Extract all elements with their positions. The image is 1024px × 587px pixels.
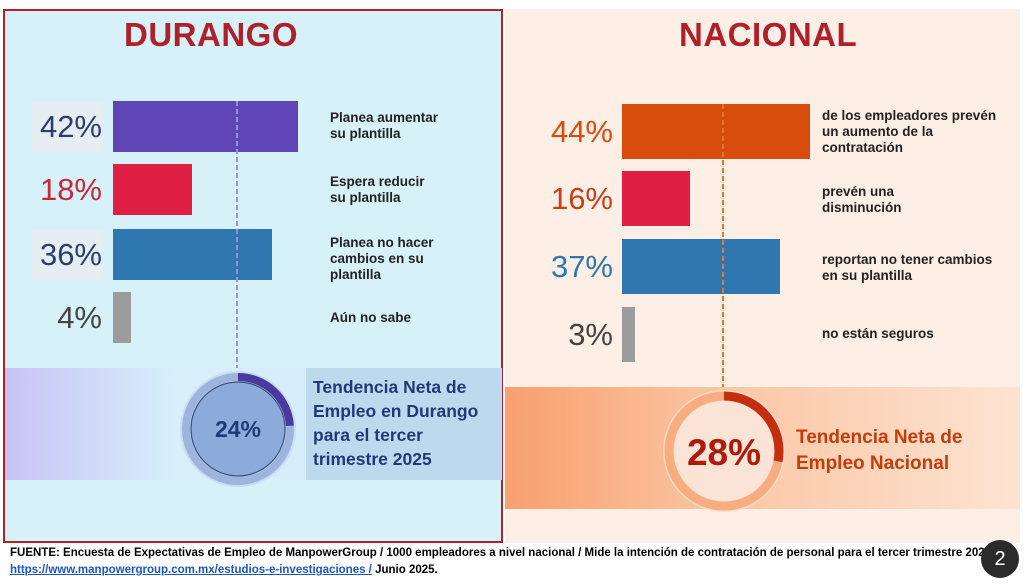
durango-trend-line: trimestre 2025 — [313, 449, 432, 469]
nacional-trend-gauge: 28% — [663, 390, 785, 512]
durango-bar — [113, 101, 298, 152]
nacional-gauge-inner — [674, 401, 774, 501]
nacional-guide-line — [722, 104, 724, 394]
footer-source: FUENTE: Encuesta de Expectativas de Empl… — [10, 547, 992, 559]
footer-link[interactable]: https://www.manpowergroup.com.mx/estudio… — [10, 564, 372, 576]
durango-bar-label-line: Planea aumentar — [330, 110, 439, 125]
durango-bar-label-line: Espera reducir — [330, 174, 425, 189]
durango-trend-text: Tendencia Neta de Empleo en Durango para… — [313, 375, 478, 471]
durango-pct-box — [32, 102, 103, 152]
nacional-pct-label: 44% — [550, 113, 613, 149]
durango-gauge-inner — [190, 381, 286, 477]
durango-bar-label: Planea aumentar su plantilla — [330, 110, 438, 142]
durango-trend-value: 24% — [215, 416, 261, 442]
nacional-bar-label: no están seguros — [822, 326, 934, 342]
durango-trend-line: Tendencia Neta de — [313, 377, 467, 397]
durango-bar-label: Espera reducir su plantilla — [330, 174, 425, 206]
nacional-bar-label-line: no están seguros — [822, 326, 934, 341]
durango-bar-label-line: Aún no sabe — [330, 310, 412, 325]
durango-pct-label: 36% — [39, 236, 102, 272]
nacional-pct-label: 37% — [550, 248, 613, 284]
durango-bar-label-line: plantilla — [330, 267, 382, 282]
durango-gauge-arc — [237, 373, 294, 427]
durango-pct-box — [32, 230, 103, 280]
nacional-bar-label-line: disminución — [822, 200, 902, 215]
nacional-trend-line: Tendencia Neta de — [796, 427, 963, 448]
nacional-bar-label: prevén una disminución — [822, 184, 902, 216]
durango-bar — [113, 229, 272, 280]
nacional-bar-label-line: contratación — [822, 140, 904, 155]
nacional-gauge-arc — [723, 391, 784, 463]
nacional-bar — [622, 171, 691, 226]
durango-trend-gauge: 24% — [180, 371, 296, 487]
nacional-bar — [622, 239, 781, 294]
nacional-bar-label: de los empleadores prevén un aumento de l… — [822, 108, 996, 156]
nacional-trend-value: 28% — [687, 432, 761, 473]
durango-bar-label-line: cambios en su — [330, 251, 424, 266]
nacional-bar — [622, 307, 635, 362]
nacional-bar-label-line: en su plantilla — [822, 268, 913, 283]
durango-trend-line: Empleo en Durango — [313, 401, 479, 421]
nacional-bar-label-line: reportan no tener cambios — [822, 252, 993, 267]
nacional-pct-label: 16% — [550, 180, 613, 216]
nacional-bar-label-line: prevén una — [822, 184, 895, 199]
nacional-trend-line: Empleo Nacional — [796, 453, 950, 474]
durango-bar — [113, 292, 131, 343]
nacional-title: NACIONAL — [679, 16, 858, 53]
page-number-badge: 2 — [981, 540, 1019, 578]
nacional-bar — [622, 104, 810, 159]
durango-bar-label: Planea no hacer cambios en su plantilla — [330, 235, 434, 283]
durango-bar — [113, 164, 193, 215]
durango-bar-label-line: su plantilla — [330, 126, 401, 141]
footer-reference: https://www.manpowergroup.com.mx/estudio… — [10, 564, 438, 576]
durango-pct-label: 4% — [57, 299, 102, 335]
durango-trend-line: para el tercer — [313, 425, 423, 445]
nacional-pct-label: 3% — [568, 316, 613, 352]
durango-pct-label: 18% — [39, 171, 102, 207]
nacional-bar-label-line: de los empleadores prevén — [822, 108, 997, 123]
nacional-trend-text: Tendencia Neta de Empleo Nacional — [796, 425, 962, 477]
durango-pct-label: 42% — [39, 108, 102, 144]
durango-bar-label-line: su plantilla — [330, 190, 401, 205]
durango-bar-label-line: Planea no hacer — [330, 235, 434, 250]
durango-title: DURANGO — [124, 16, 298, 53]
durango-bar-label: Aún no sabe — [330, 310, 411, 326]
durango-guide-line — [236, 101, 238, 371]
nacional-bar-label: reportan no tener cambios en su plantilla — [822, 252, 992, 284]
nacional-bar-label-line: un aumento de la — [822, 124, 934, 139]
durango-trend-box — [306, 368, 502, 480]
footer-date: Junio 2025. — [371, 564, 438, 576]
